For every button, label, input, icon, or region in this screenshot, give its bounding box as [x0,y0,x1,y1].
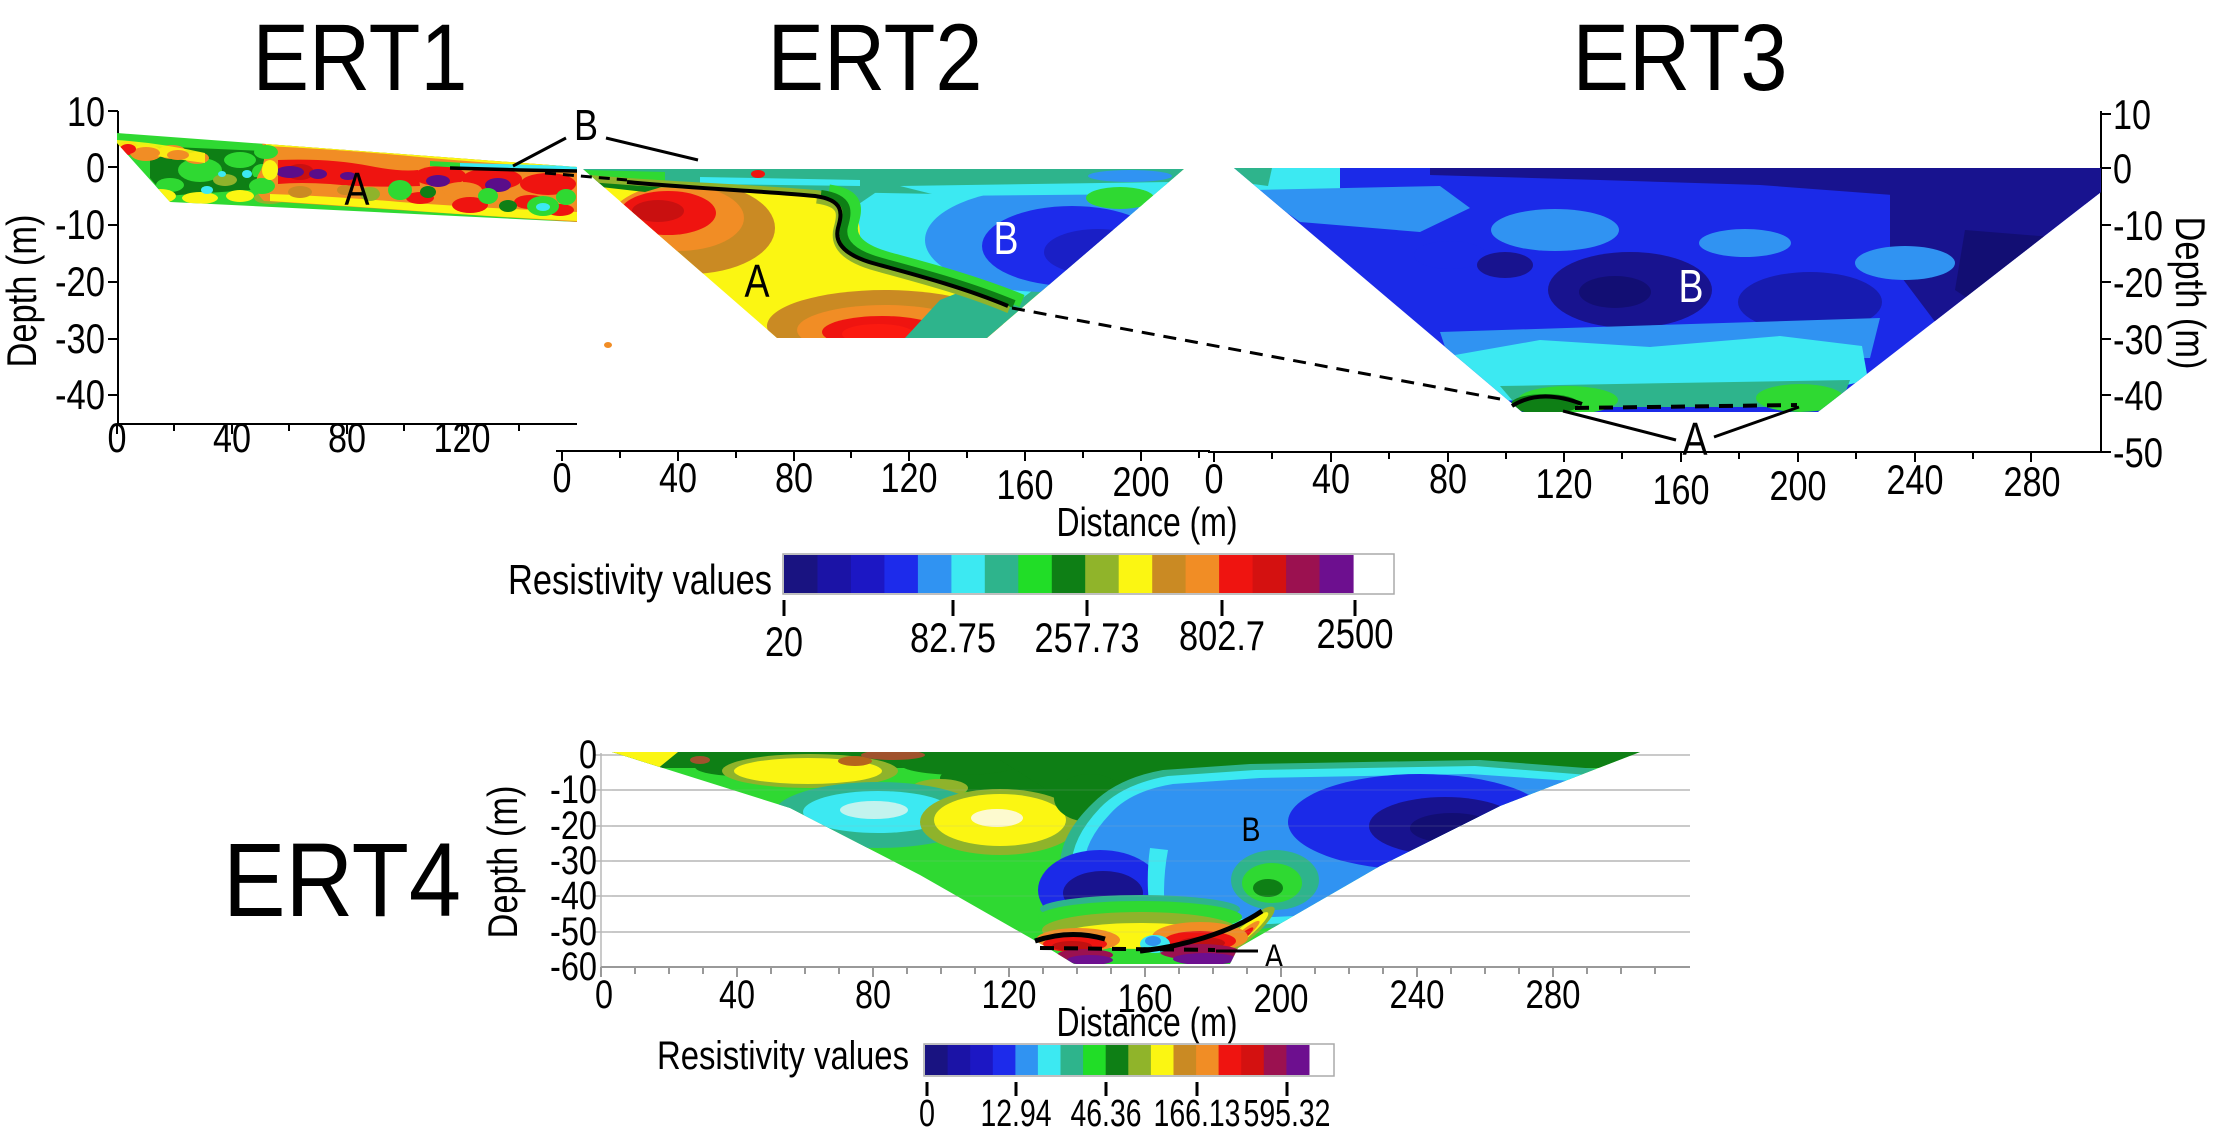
svg-text:-10: -10 [55,201,105,248]
svg-text:0: 0 [2113,145,2132,192]
svg-text:Depth (m): Depth (m) [479,786,526,939]
svg-text:-20: -20 [55,258,105,305]
svg-text:-30: -30 [2113,316,2163,363]
svg-text:A: A [345,163,370,215]
svg-text:166.13: 166.13 [1154,1093,1241,1135]
svg-text:80: 80 [855,973,891,1017]
svg-text:120: 120 [881,454,938,501]
svg-text:46.36: 46.36 [1071,1093,1142,1135]
svg-text:B: B [1242,811,1261,849]
svg-text:-50: -50 [550,910,597,954]
svg-text:257.73: 257.73 [1035,614,1140,661]
svg-text:240: 240 [1887,456,1944,503]
svg-text:B: B [994,212,1019,264]
svg-text:240: 240 [1390,973,1445,1017]
svg-text:-40: -40 [55,371,105,418]
svg-text:0: 0 [86,144,105,191]
svg-text:-10: -10 [550,768,597,812]
svg-text:40: 40 [1312,455,1350,502]
svg-text:595.32: 595.32 [1244,1093,1331,1135]
svg-text:80: 80 [328,414,366,461]
svg-text:A: A [1683,413,1708,465]
svg-text:802.7: 802.7 [1179,612,1265,659]
svg-text:80: 80 [775,454,813,501]
svg-text:120: 120 [434,414,491,461]
svg-text:200: 200 [1254,977,1309,1021]
svg-text:20: 20 [765,618,803,665]
svg-text:160: 160 [1118,977,1173,1021]
svg-text:Resistivity values: Resistivity values [657,1034,909,1078]
svg-text:40: 40 [659,454,697,501]
svg-text:200: 200 [1770,462,1827,509]
svg-text:Depth (m): Depth (m) [0,215,45,368]
svg-text:-20: -20 [550,804,597,848]
svg-text:B: B [574,101,598,150]
svg-text:0: 0 [579,733,597,777]
svg-text:80: 80 [1429,455,1467,502]
svg-text:ERT3: ERT3 [1573,5,1788,111]
svg-text:-50: -50 [2113,429,2163,476]
svg-text:ERT4: ERT4 [223,822,461,939]
svg-text:120: 120 [1536,460,1593,507]
svg-text:ERT1: ERT1 [253,5,468,111]
svg-text:0: 0 [108,414,127,461]
svg-text:Distance (m): Distance (m) [1057,999,1238,1045]
svg-text:2500: 2500 [1317,610,1394,657]
svg-text:-30: -30 [550,839,597,883]
svg-text:0: 0 [595,973,613,1017]
svg-text:-10: -10 [2113,202,2163,249]
svg-text:40: 40 [213,414,251,461]
svg-text:40: 40 [719,973,755,1017]
svg-text:10: 10 [2113,91,2151,138]
svg-text:Resistivity values: Resistivity values [508,556,772,603]
svg-text:Distance (m): Distance (m) [1057,499,1238,545]
svg-text:-40: -40 [2113,372,2163,419]
svg-text:-30: -30 [55,315,105,362]
svg-text:160: 160 [997,461,1054,508]
svg-text:-60: -60 [550,945,597,989]
svg-text:B: B [1679,260,1704,312]
svg-text:12.94: 12.94 [981,1093,1052,1135]
svg-text:A: A [745,255,770,307]
svg-text:82.75: 82.75 [910,614,996,661]
svg-text:0: 0 [1205,455,1224,502]
svg-text:200: 200 [1113,458,1170,505]
svg-text:Depth (m): Depth (m) [2167,217,2214,370]
svg-text:280: 280 [1526,973,1581,1017]
svg-text:10: 10 [67,88,105,135]
svg-text:280: 280 [2004,458,2061,505]
svg-text:0: 0 [919,1093,935,1135]
svg-text:160: 160 [1653,466,1710,513]
svg-text:-20: -20 [2113,259,2163,306]
svg-text:ERT2: ERT2 [768,5,983,111]
svg-text:-40: -40 [550,874,597,918]
svg-text:120: 120 [982,973,1037,1017]
svg-text:0: 0 [553,454,572,501]
